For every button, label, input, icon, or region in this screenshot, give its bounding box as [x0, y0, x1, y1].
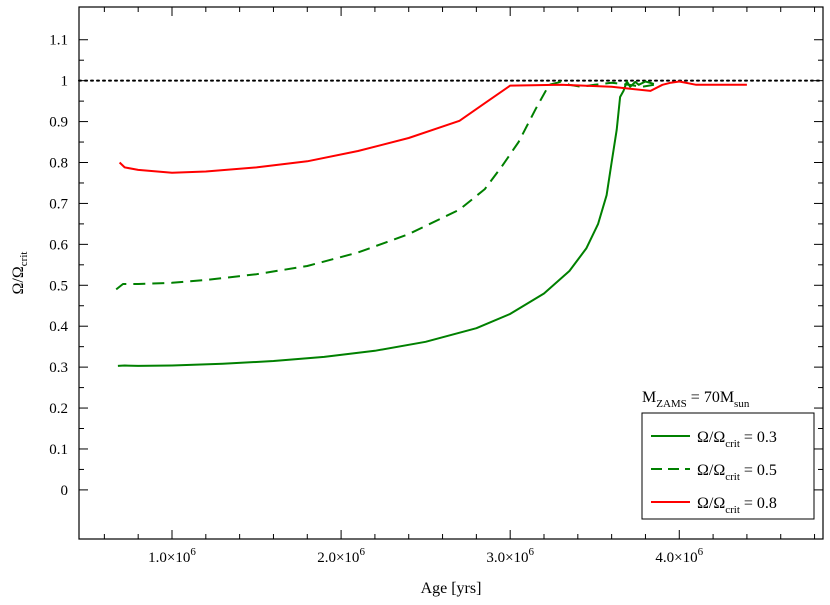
x-tick-label: 2.0×106 — [317, 546, 365, 566]
series-layer — [115, 80, 747, 367]
y-tick-label: 0.1 — [49, 442, 68, 458]
legend-label-2: Ω/Ωcrit = 0.5 — [697, 462, 777, 483]
y-tick-label: 0.8 — [49, 156, 68, 172]
y-tick-label: 0.4 — [49, 319, 68, 335]
legend-label-1: Ω/Ωcrit = 0.3 — [697, 429, 777, 450]
legend-label-3: Ω/Ωcrit = 0.8 — [697, 495, 777, 516]
y-tick-label: 0.3 — [49, 360, 68, 376]
y-axis-title: Ω/Ωcrit — [10, 252, 30, 295]
tick-label-layer: 0 0.1 0.2 0.3 0.4 0.5 0.6 0.7 0.8 0.9 1 1.1 1.0×106 2… — [49, 33, 703, 566]
x-tick-label: 4.0×106 — [655, 546, 703, 566]
y-tick-label: 1.1 — [49, 33, 68, 49]
legend-title: MZAMS = 70Msun — [642, 389, 750, 410]
y-tick-label: 0.7 — [49, 196, 68, 212]
x-tick-label: 3.0×106 — [486, 546, 534, 566]
axis-ticks — [79, 7, 823, 539]
x-axis-title: Age [yrs] — [421, 580, 482, 597]
plot-frame — [78, 6, 824, 540]
series-line-1 — [117, 80, 655, 367]
y-tick-label: 0 — [61, 483, 69, 499]
x-tick-label: 1.0×106 — [148, 546, 196, 566]
legend: MZAMS = 70Msun Ω/Ωcrit = 0.3 Ω/Ωcrit = 0.… — [641, 389, 815, 520]
y-tick-label: 0.5 — [49, 278, 68, 294]
y-tick-label: 0.2 — [49, 401, 68, 417]
series-line-3 — [118, 80, 747, 174]
y-tick-label: 1 — [61, 74, 69, 90]
y-tick-label: 0.6 — [49, 237, 68, 253]
series-line-2 — [115, 80, 655, 291]
y-tick-label: 0.9 — [49, 115, 68, 131]
